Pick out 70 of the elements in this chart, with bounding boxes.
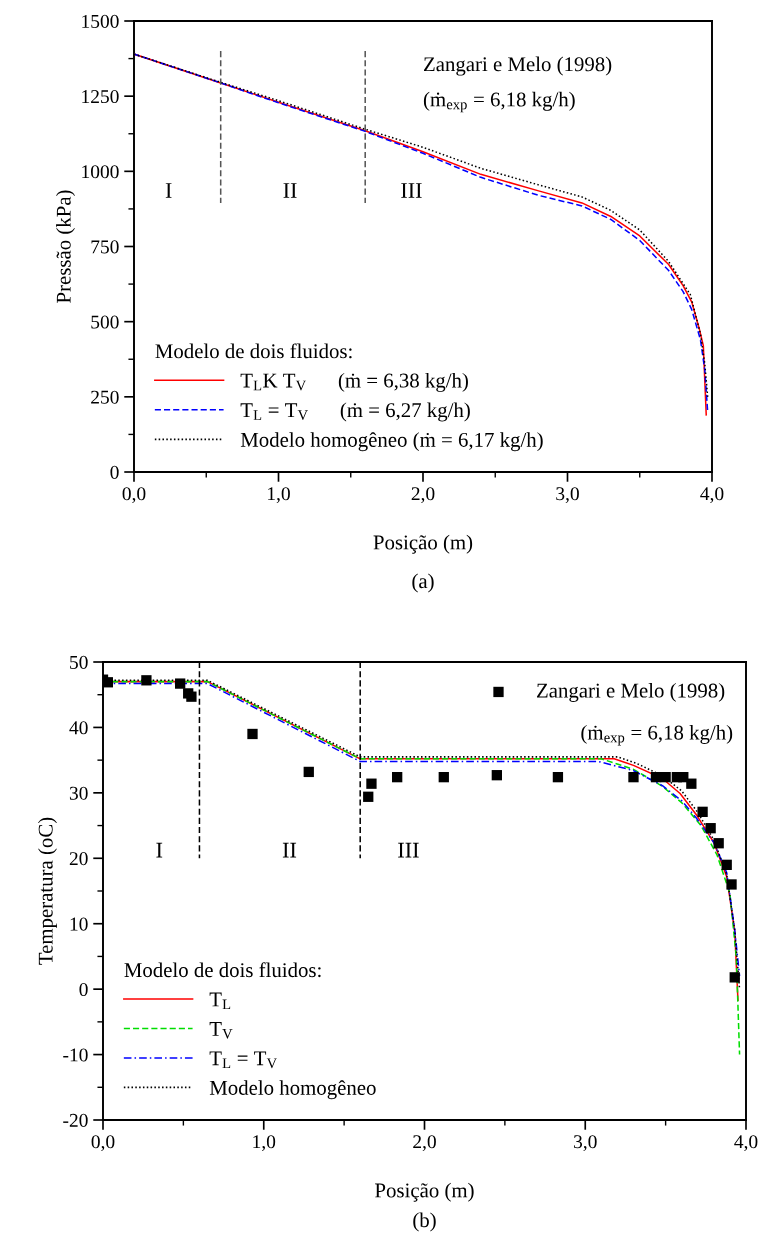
x-tick-label: 0,0: [91, 1135, 115, 1152]
point: [729, 972, 740, 983]
y-tick-label: 0: [110, 465, 119, 479]
point: [628, 772, 639, 783]
y-tick-label: 1000: [82, 165, 119, 179]
point: [726, 879, 737, 890]
point: [175, 678, 186, 689]
point: [392, 772, 403, 783]
point: [366, 778, 377, 789]
x-tick-label: 4,0: [734, 1135, 758, 1152]
x-axis-title: Posição (m): [375, 1182, 474, 1202]
point: [686, 778, 697, 789]
legend-label: Modelo homogêneo (ṁ = 6,17 kg/h): [240, 432, 543, 452]
annotation: (ṁ$_{exp}$ = 6,18 kg/h): [423, 91, 575, 113]
x-tick-label: 1,0: [253, 1135, 276, 1152]
y-tick-label: 0: [79, 982, 88, 997]
y-axis-title: Pressão (kPa): [56, 190, 75, 303]
y-tick-label: -20: [63, 1113, 88, 1127]
y-axis-title: Temperatura (oC): [38, 817, 57, 965]
y-tick-label: 10: [70, 917, 88, 931]
annotation: (ṁ$_{exp}$ = 6,18 kg/h): [581, 724, 733, 746]
point: [713, 838, 724, 849]
legend-title: Modelo de dois fluidos:: [124, 962, 321, 978]
text: T$_{L}$K T$_{V}$ (ṁ = 6,38 kg/h): [240, 372, 468, 392]
text: T$_{L}$ = T$_{V}$ (ṁ = 6,27 kg/h): [240, 402, 470, 422]
annotation: Zangari e Melo (1998): [424, 56, 612, 76]
x-tick-label: 0,0: [122, 487, 146, 504]
point: [491, 770, 502, 781]
x-tick-label: 4,0: [700, 487, 724, 504]
y-tick-label: 40: [69, 721, 88, 735]
legend-title: Modelo de dois fluidos:: [155, 343, 352, 359]
annotation: II: [282, 842, 297, 858]
x-tick-label: 3,0: [556, 487, 579, 504]
y-tick-label: -10: [63, 1048, 88, 1062]
x-tick-label: 1,0: [268, 487, 290, 504]
point: [552, 772, 564, 783]
legend-label: Modelo homogêneo: [209, 1080, 376, 1100]
point: [363, 791, 374, 802]
point: [660, 772, 671, 783]
x-axis-title: Posição (m): [373, 534, 473, 554]
x-tick-label: 2,0: [413, 1135, 436, 1152]
legend-label: Zangari e Melo (1998): [536, 682, 725, 702]
y-tick-label: 30: [69, 786, 88, 800]
y-tick-label: 1500: [82, 14, 119, 28]
point: [697, 806, 708, 817]
text: (b): [413, 1212, 436, 1232]
legend-label: T$_{L}$: [209, 992, 231, 1010]
point: [103, 677, 113, 688]
point: [721, 859, 732, 870]
y-tick-label: 50: [70, 655, 88, 669]
x-tick-label: 2,0: [411, 487, 435, 504]
y-tick-label: 1250: [82, 89, 119, 104]
point: [303, 766, 314, 778]
legend-label: T$_{V}$: [209, 1022, 233, 1039]
point: [141, 675, 152, 686]
point: [438, 772, 449, 783]
annotation: II: [283, 183, 297, 198]
y-tick-label: 500: [91, 315, 119, 329]
x-tick-label: 3,0: [574, 1135, 597, 1152]
y-tick-label: 20: [69, 852, 88, 866]
annotation: I: [165, 183, 172, 198]
y-tick-label: 750: [91, 240, 119, 254]
annotation: I: [156, 842, 163, 858]
text: (a): [412, 573, 434, 593]
point: [705, 823, 716, 834]
y-tick-label: 250: [91, 390, 119, 404]
annotation: III: [398, 842, 419, 858]
annotation: III: [401, 183, 422, 198]
point: [247, 728, 258, 740]
legend-label: T$_{L}$ = T$_{V}$: [209, 1051, 277, 1069]
